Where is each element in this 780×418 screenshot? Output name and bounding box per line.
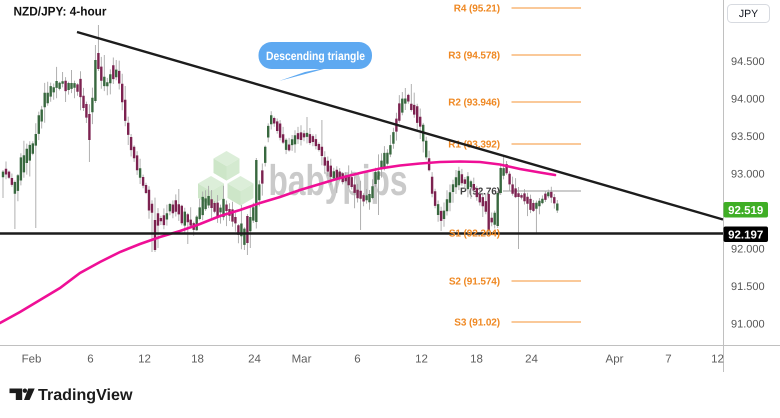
svg-text:R1 (93.392): R1 (93.392) [448,140,500,151]
svg-text:24: 24 [525,354,538,366]
svg-text:12: 12 [138,354,151,366]
svg-text:92.000: 92.000 [731,243,765,255]
svg-text:6: 6 [87,354,93,366]
svg-text:JPY: JPY [739,8,758,20]
svg-text:R2 (93.946): R2 (93.946) [448,98,500,109]
svg-text:92.519: 92.519 [728,205,763,217]
svg-text:91.500: 91.500 [731,281,765,293]
svg-text:94.000: 94.000 [731,94,765,106]
svg-text:Feb: Feb [22,354,42,366]
svg-text:12: 12 [711,354,724,366]
svg-text:18: 18 [470,354,483,366]
svg-text:R4 (95.21): R4 (95.21) [454,4,500,15]
svg-text:6: 6 [354,354,360,366]
svg-text:92.197: 92.197 [728,230,763,242]
svg-text:R3 (94.578): R3 (94.578) [448,51,500,62]
svg-text:NZD/JPY: 4-hour: NZD/JPY: 4-hour [14,5,107,19]
svg-text:91.000: 91.000 [731,318,765,330]
svg-text:Mar: Mar [292,354,312,366]
svg-text:93.500: 93.500 [731,131,765,143]
svg-text:18: 18 [191,354,204,366]
svg-text:94.500: 94.500 [731,56,765,68]
svg-text:93.000: 93.000 [731,169,765,181]
svg-text:12: 12 [415,354,428,366]
svg-text:babypips: babypips [269,157,408,205]
svg-text:TradingView: TradingView [38,387,133,404]
svg-text:S3 (91.02): S3 (91.02) [454,318,500,329]
svg-text:Descending triangle: Descending triangle [266,49,365,63]
svg-text:S2 (91.574): S2 (91.574) [449,277,500,288]
svg-text:Apr: Apr [606,354,624,366]
svg-text:S1 (92.204): S1 (92.204) [449,229,500,240]
svg-text:24: 24 [248,354,261,366]
svg-text:7: 7 [665,354,671,366]
